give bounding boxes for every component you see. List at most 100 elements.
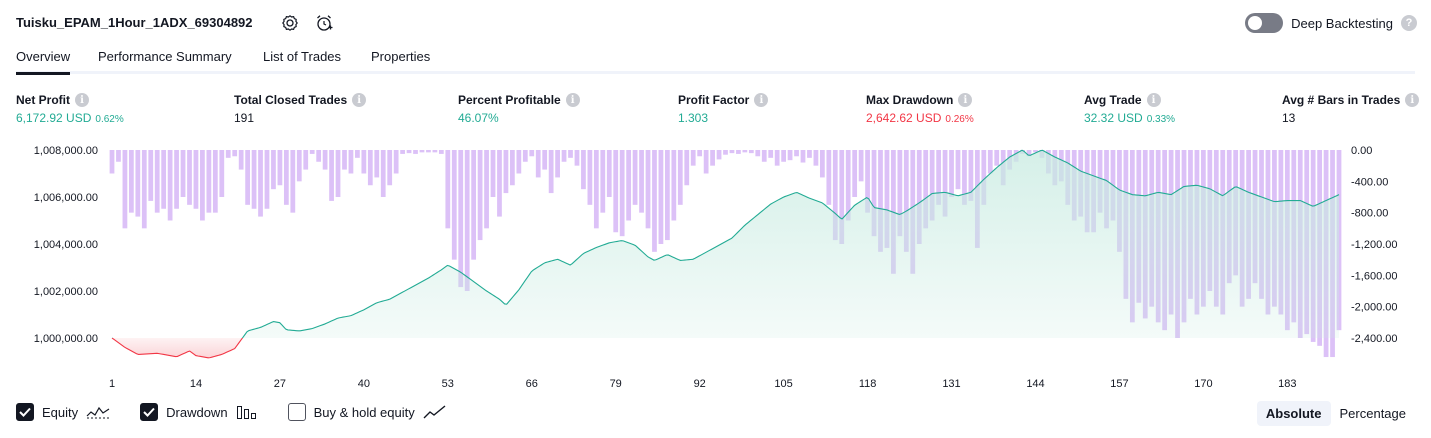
legend-buy-hold-label: Buy & hold equity [313,404,415,420]
drawdown-bar [658,150,664,244]
info-icon[interactable]: i [565,93,580,107]
tab-properties[interactable]: Properties [371,49,431,64]
help-icon[interactable]: ? [1401,15,1417,31]
info-icon[interactable]: i [352,93,367,107]
equity-line [112,149,1340,338]
drawdown-bar [348,150,354,174]
drawdown-bar [116,150,121,162]
drawdown-bar [819,150,825,178]
drawdown-bar [787,150,793,161]
report-tabs: Overview Performance Summary List of Tra… [16,46,1415,75]
drawdown-bar [736,150,741,154]
legend-drawdown-label: Drawdown [166,404,228,420]
drawdown-bar [897,150,903,237]
metric-label: Max Drawdown [866,93,954,107]
drawdown-bar [619,150,625,237]
drawdown-bar [858,150,864,182]
tab-performance-summary[interactable]: Performance Summary [98,49,232,64]
chart-mode-switch: Absolute Percentage [1256,401,1415,426]
metric-max-drawdown: Max Drawdown i 2,642.62 USD 0.26% [866,93,974,125]
settings-gear-icon[interactable] [280,13,300,33]
info-icon[interactable]: i [958,93,973,107]
drawdown-bar [813,150,819,166]
metric-profit-factor: Profit Factor i 1.303 [678,93,769,125]
drawdown-bar [419,150,425,153]
metric-value: 2,642.62 USD [866,111,942,125]
drawdown-bar [387,150,393,186]
alarm-clock-plus-icon[interactable] [314,13,334,33]
toggle-knob [1248,16,1263,30]
deep-backtesting-toggle[interactable] [1245,13,1284,33]
drawdown-bar [400,150,405,154]
metric-value: 13 [1282,111,1296,125]
drawdown-bar [1026,150,1032,157]
drawdown-bar [606,150,612,197]
drawdown-bar [303,150,309,170]
percentage-button[interactable]: Percentage [1339,406,1407,421]
drawdown-bar [180,150,186,197]
buy-hold-line-icon [423,405,446,419]
absolute-button[interactable]: Absolute [1256,401,1331,426]
drawdown-checkbox[interactable] [140,403,159,421]
drawdown-bar [212,150,218,213]
drawdown-bar [335,150,341,197]
drawdown-bar [871,150,877,237]
drawdown-bar [632,150,638,205]
metric-avg-bars-in-trades: Avg # Bars in Trades i 13 [1282,93,1420,125]
info-icon[interactable]: i [754,93,769,107]
drawdown-bar [548,150,554,194]
drawdown-bar [690,150,696,166]
drawdown-bar [161,150,167,209]
equity-area [112,150,1339,338]
drawdown-bar [464,150,470,291]
legend-equity[interactable]: Equity [16,403,110,421]
x-tick-label: 66 [526,378,538,390]
drawdown-bar [768,150,774,158]
legend-equity-label: Equity [42,404,79,420]
metric-label: Profit Factor [678,93,750,107]
info-icon[interactable]: i [1405,93,1420,107]
metric-label: Avg # Bars in Trades [1282,93,1401,107]
drawdown-bar [781,150,786,162]
drawdown-bar [219,150,225,197]
drawdown-bar [516,150,522,174]
drawdown-bar [962,150,967,205]
x-tick-label: 1 [109,378,115,390]
right-tick-label: 0.00 [1351,145,1372,157]
drawdown-bar [677,150,683,205]
drawdown-bar [451,150,457,260]
drawdown-bar [522,150,528,162]
buy-hold-checkbox[interactable] [287,403,306,421]
drawdown-bar [535,150,541,178]
equity-checkbox[interactable] [16,403,34,421]
drawdown-bar [529,150,535,157]
info-icon[interactable]: i [75,93,89,107]
equity-drawdown-chart[interactable]: 1,008,000.00 1,006,000.00 1,004,000.00 1,00… [0,138,1431,396]
drawdown-bar [355,150,360,158]
drawdown-bar [884,150,890,248]
drawdown-bar [148,150,154,201]
x-tick-label: 144 [1026,378,1044,390]
legend-buy-hold[interactable]: Buy & hold equity [287,403,447,421]
drawdown-bar [277,150,283,186]
left-tick-label: 1,004,000.00 [34,239,98,251]
drawdown-bar [296,150,302,182]
drawdown-bar [807,150,812,158]
drawdown-bar [193,150,199,209]
drawdown-bar [200,150,205,221]
drawdown-bar [1033,150,1038,153]
tab-list-of-trades[interactable]: List of Trades [263,49,342,64]
drawdown-bar [626,150,632,221]
tab-overview[interactable]: Overview [16,49,71,75]
drawdown-bar [490,150,496,197]
metric-percent: 0.62% [95,114,124,125]
legend-drawdown[interactable]: Drawdown [140,403,257,421]
metric-percent-profitable: Percent Profitable i 46.07% [458,93,580,125]
drawdown-bar [755,150,761,157]
drawdown-bar [723,150,728,155]
drawdown-bar [329,150,334,201]
info-icon[interactable]: i [1146,93,1161,107]
drawdown-bar [839,150,845,244]
deep-backtesting-control: Deep Backtesting ? [1245,13,1417,33]
x-tick-label: 170 [1194,378,1212,390]
